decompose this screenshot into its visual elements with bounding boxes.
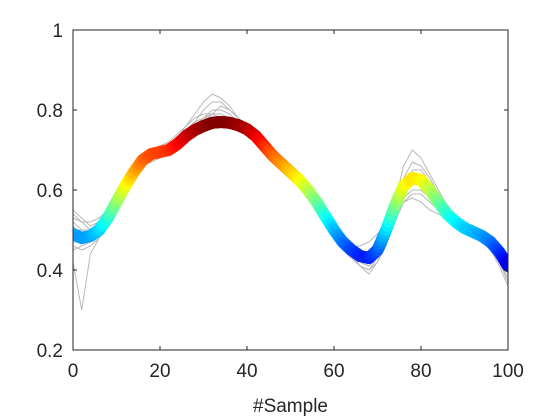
x-axis: 0 20 40 60 80 100 — [68, 30, 524, 382]
y-tick-label: 0.4 — [37, 261, 64, 282]
x-tick-label: 80 — [410, 361, 431, 382]
y-tick-label: 0.6 — [37, 181, 63, 202]
x-axis-label: #Sample — [253, 396, 328, 417]
x-tick-label: 0 — [68, 361, 79, 382]
y-axis: 0.2 0.4 0.6 0.8 1 — [37, 21, 508, 362]
x-tick-label: 60 — [323, 361, 344, 382]
x-tick-label: 20 — [149, 361, 170, 382]
y-tick-label: 1 — [52, 21, 63, 42]
x-tick-label: 100 — [492, 361, 524, 382]
y-tick-label: 0.8 — [37, 101, 63, 122]
mean-curve-group — [73, 116, 508, 272]
y-tick-label: 0.2 — [37, 341, 63, 362]
plot-area — [73, 30, 508, 350]
x-tick-label: 40 — [236, 361, 257, 382]
